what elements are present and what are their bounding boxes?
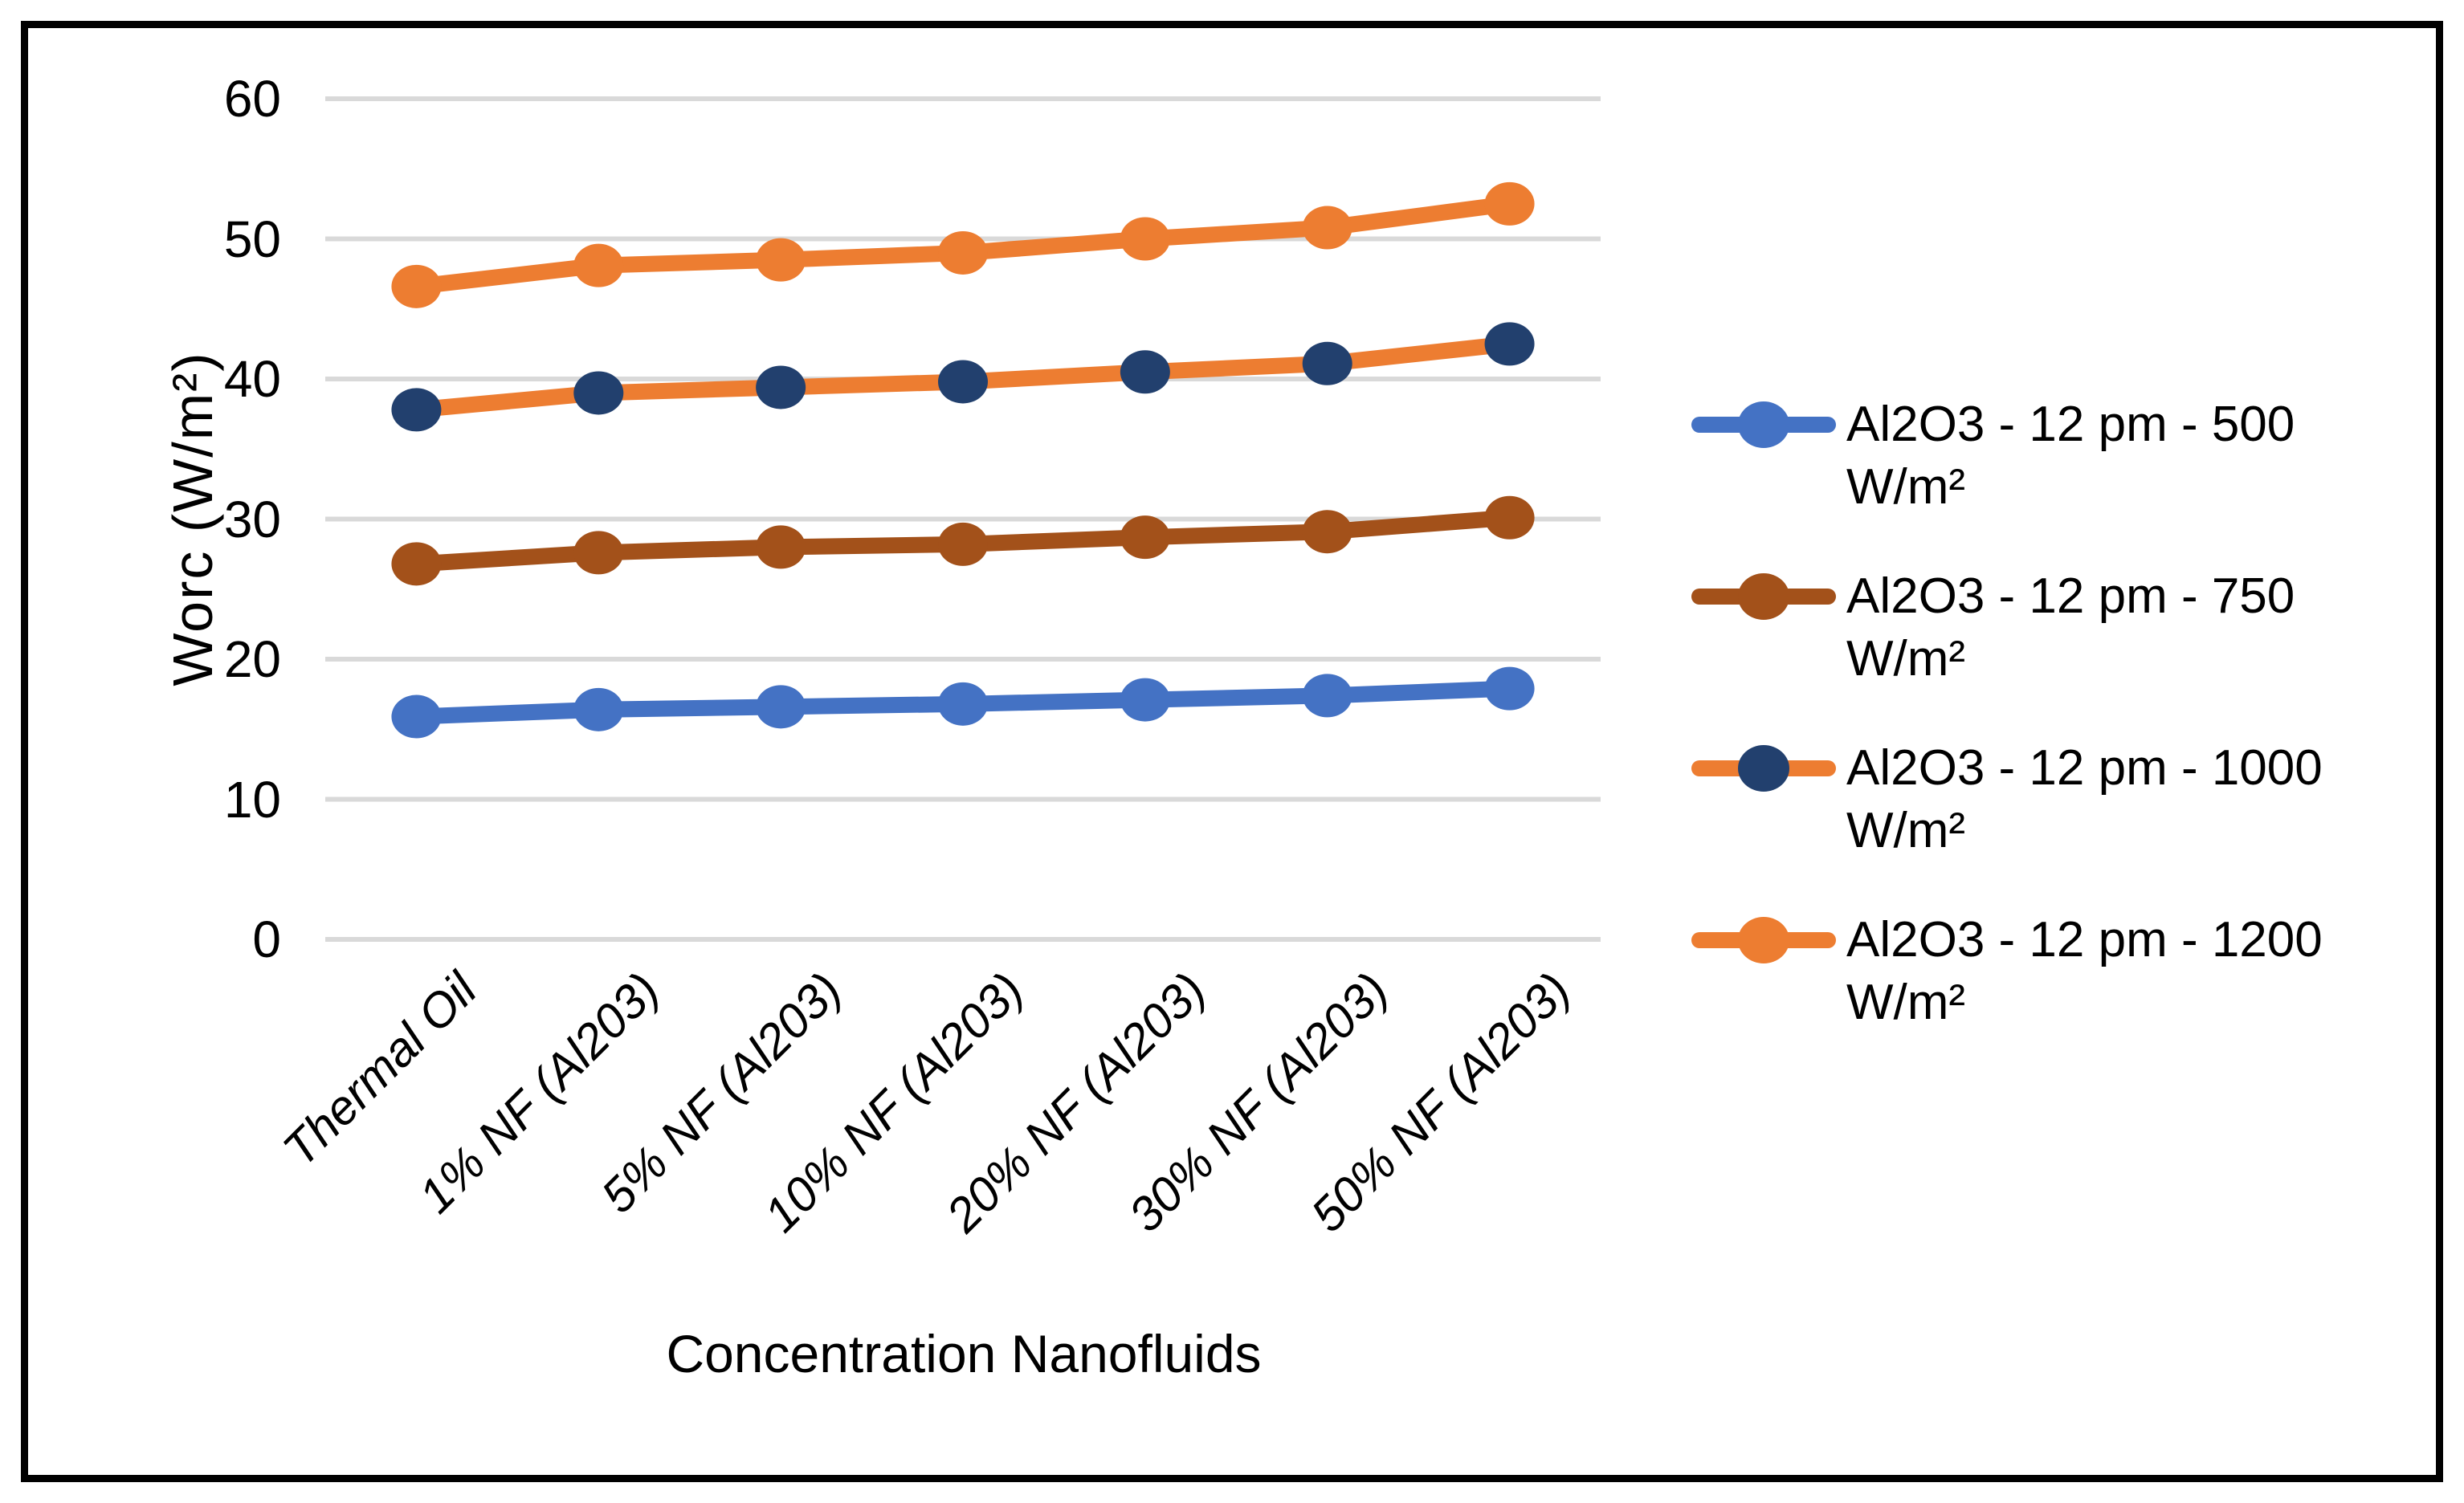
legend: Al2O3 - 12 pm - 500 W/m² Al2O3 - 12 pm - 7… — [1691, 393, 2446, 1081]
legend-label-line2: W/m² — [1846, 803, 1966, 858]
series-marker-al2o3-12-pm-500 — [938, 682, 988, 726]
series-marker-al2o3-12-pm-750 — [1484, 495, 1535, 540]
legend-marker-dot — [1738, 573, 1789, 620]
series-marker-al2o3-12-pm-1200 — [573, 243, 624, 287]
series-marker-al2o3-12-pm-750 — [938, 522, 988, 566]
series-marker-al2o3-12-pm-500 — [573, 687, 624, 731]
series-marker-al2o3-12-pm-1200 — [938, 230, 988, 275]
legend-label-line2: W/m² — [1846, 459, 1966, 515]
legend-label: Al2O3 - 12 pm - 1200 W/m² — [1691, 909, 2446, 1034]
series-marker-al2o3-12-pm-1200 — [1120, 217, 1170, 261]
legend-marker-icon — [1691, 737, 1844, 800]
legend-label-line1: Al2O3 - 12 pm - 1000 — [1846, 740, 2323, 796]
legend-label: Al2O3 - 12 pm - 1000 W/m² — [1691, 737, 2446, 862]
legend-label-line1: Al2O3 - 12 pm - 1200 — [1846, 912, 2323, 967]
series-marker-al2o3-12-pm-750 — [1302, 510, 1352, 554]
legend-label: Al2O3 - 12 pm - 750 W/m² — [1691, 565, 2446, 690]
legend-marker-dot — [1738, 745, 1789, 792]
legend-marker-dot — [1738, 917, 1789, 963]
legend-marker-dot — [1738, 401, 1789, 448]
y-tick-label: 10 — [223, 770, 281, 829]
series-marker-al2o3-12-pm-500 — [756, 685, 806, 729]
series-marker-al2o3-12-pm-500 — [1120, 678, 1170, 722]
y-tick-label: 60 — [223, 70, 281, 128]
legend-item: Al2O3 - 12 pm - 1000 W/m² — [1691, 737, 2446, 862]
series-marker-al2o3-12-pm-1000 — [391, 388, 442, 432]
series-marker-al2o3-12-pm-1000 — [1484, 322, 1535, 366]
legend-label-line1: Al2O3 - 12 pm - 750 — [1846, 568, 2295, 624]
y-tick-label: 30 — [223, 490, 281, 548]
legend-item: Al2O3 - 12 pm - 1200 W/m² — [1691, 909, 2446, 1034]
legend-label-line1: Al2O3 - 12 pm - 500 — [1846, 397, 2295, 452]
y-tick-label: 50 — [223, 210, 281, 268]
chart-border — [21, 21, 2443, 1482]
plot-area — [325, 96, 1601, 942]
series-marker-al2o3-12-pm-1000 — [1302, 341, 1352, 385]
series-marker-al2o3-12-pm-1000 — [756, 365, 806, 409]
series-marker-al2o3-12-pm-1200 — [391, 264, 442, 308]
series-marker-al2o3-12-pm-1000 — [938, 360, 988, 404]
series-marker-al2o3-12-pm-1200 — [1484, 181, 1535, 226]
series-marker-al2o3-12-pm-1000 — [1120, 350, 1170, 394]
series-marker-al2o3-12-pm-500 — [1302, 674, 1352, 718]
legend-label-line2: W/m² — [1846, 975, 1966, 1030]
series-marker-al2o3-12-pm-750 — [391, 542, 442, 586]
series-marker-al2o3-12-pm-1200 — [1302, 206, 1352, 250]
legend-marker-icon — [1691, 565, 1844, 628]
series-marker-al2o3-12-pm-500 — [1484, 666, 1535, 711]
series-marker-al2o3-12-pm-1200 — [756, 238, 806, 282]
legend-item: Al2O3 - 12 pm - 750 W/m² — [1691, 565, 2446, 690]
x-axis-title: Concentration Nanofluids — [666, 1324, 1262, 1383]
legend-label: Al2O3 - 12 pm - 500 W/m² — [1691, 393, 2446, 519]
series-marker-al2o3-12-pm-1000 — [573, 371, 624, 415]
series-marker-al2o3-12-pm-750 — [1120, 515, 1170, 560]
legend-item: Al2O3 - 12 pm - 500 W/m² — [1691, 393, 2446, 519]
legend-marker-icon — [1691, 393, 1844, 456]
series-marker-al2o3-12-pm-500 — [391, 694, 442, 739]
legend-marker-icon — [1691, 909, 1844, 971]
y-tick-label: 0 — [252, 910, 281, 968]
y-tick-label: 40 — [223, 350, 281, 408]
series-marker-al2o3-12-pm-750 — [756, 525, 806, 569]
series-marker-al2o3-12-pm-750 — [573, 531, 624, 575]
y-axis-title: Worc (W/m²) — [161, 351, 224, 686]
legend-label-line2: W/m² — [1846, 631, 1966, 686]
y-tick-label: 20 — [223, 630, 281, 688]
